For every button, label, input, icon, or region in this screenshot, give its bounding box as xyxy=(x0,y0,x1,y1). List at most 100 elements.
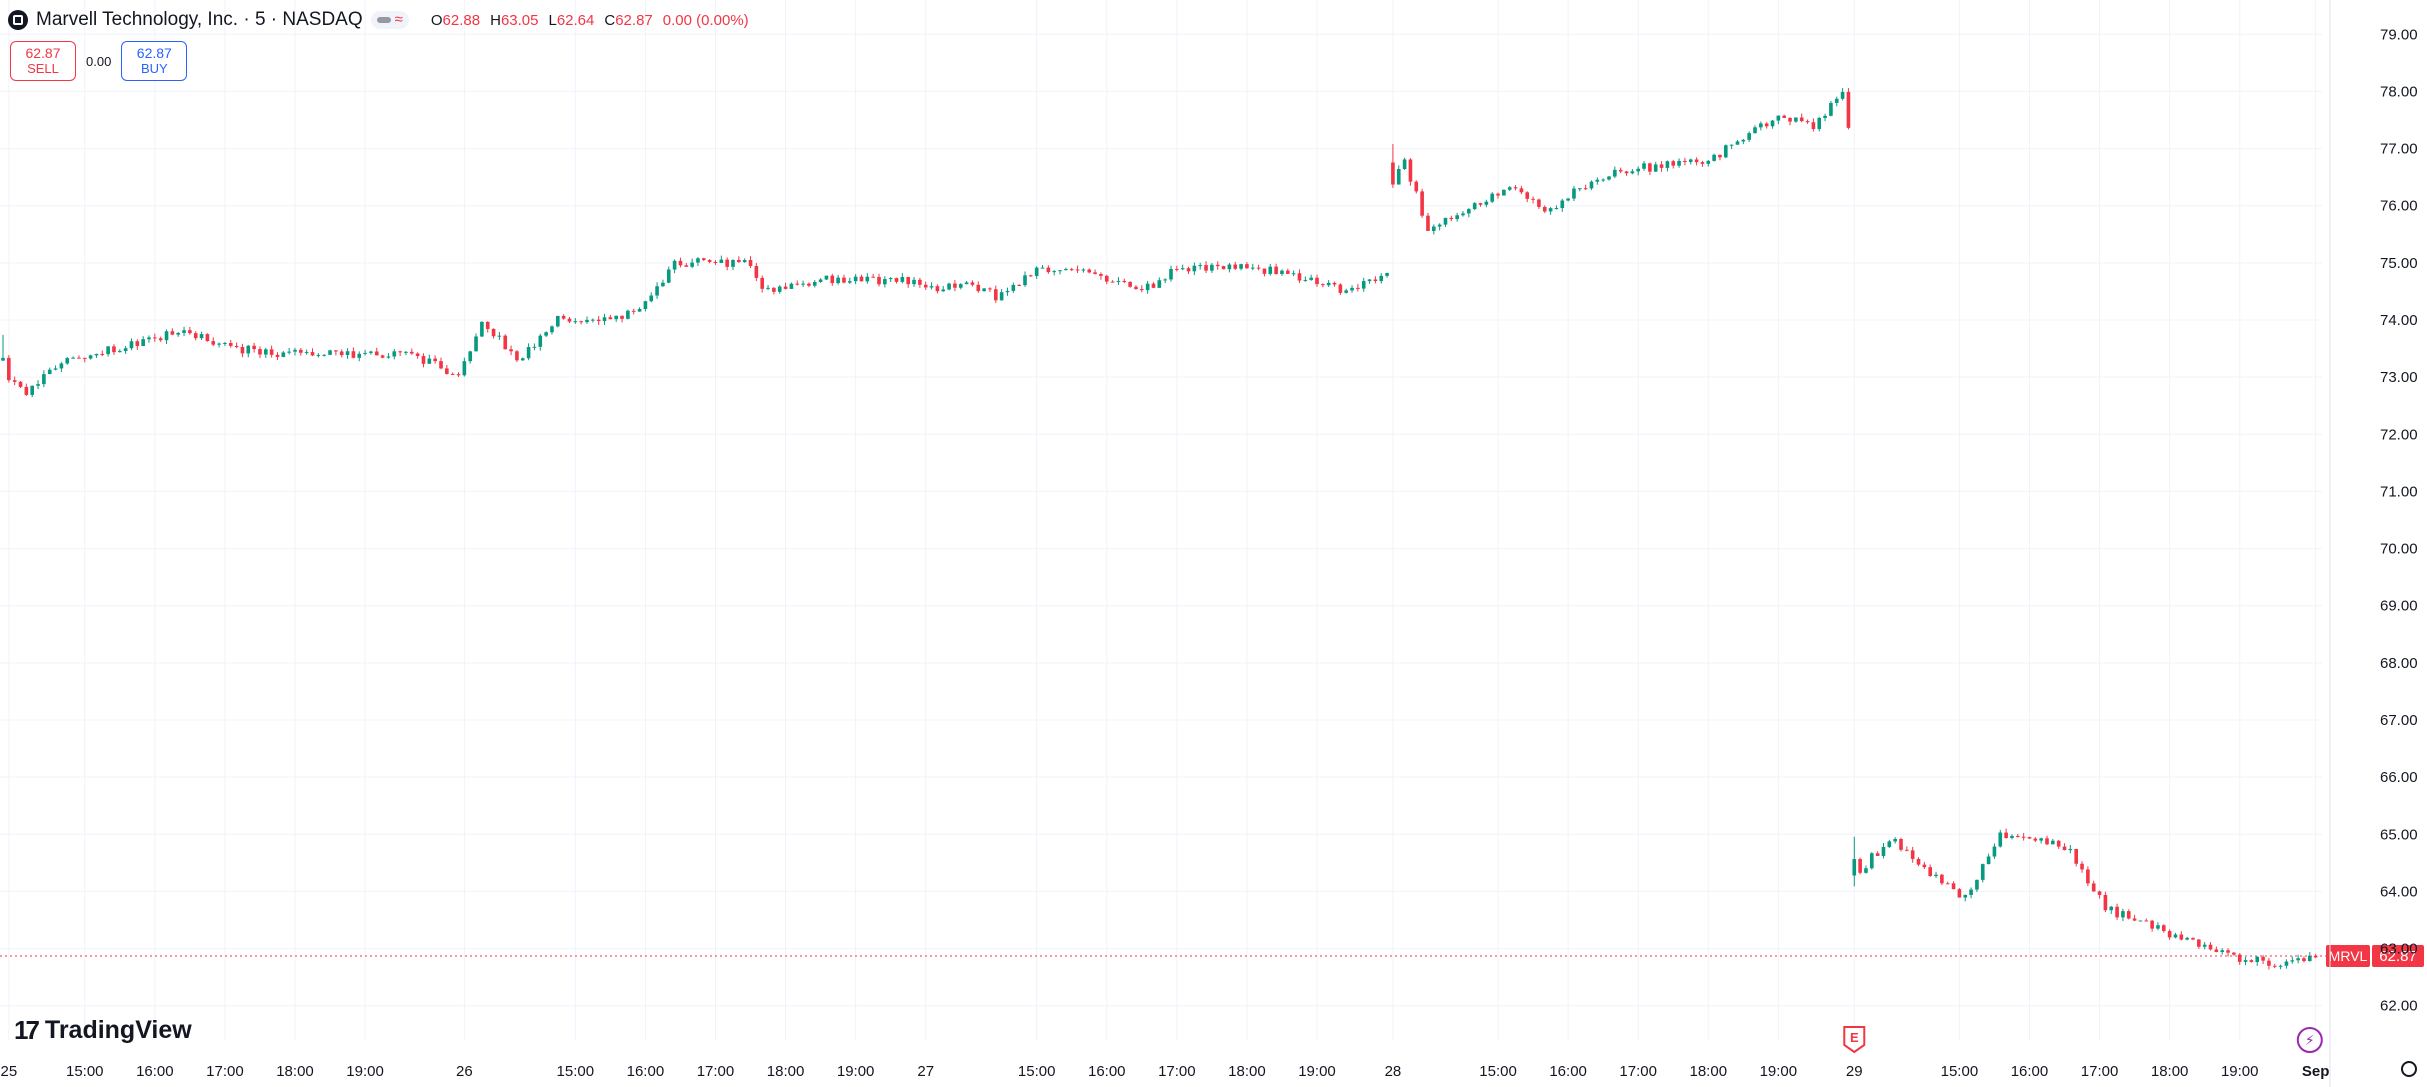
candle-body xyxy=(515,351,519,361)
close-label: C xyxy=(604,11,616,29)
candle-body xyxy=(1175,268,1179,270)
candle-body xyxy=(263,349,268,355)
candle-body xyxy=(1718,154,1722,158)
time-tick-label: 16:00 xyxy=(1549,1063,1587,1080)
candle-body xyxy=(1239,264,1243,269)
candle-body xyxy=(1957,889,1962,898)
candle-body xyxy=(129,341,134,349)
candle-body xyxy=(188,330,192,334)
candle-body xyxy=(158,338,163,341)
price-axis[interactable]: 62.00 63.00 64.00 65.00 66.00 67.00 68.00 69.00… xyxy=(2329,0,2418,1087)
candle-body xyxy=(462,361,467,376)
time-tick-label: 19:00 xyxy=(837,1063,875,1080)
candle-body xyxy=(2161,925,2166,932)
candle-body xyxy=(2010,835,2014,838)
candle-body xyxy=(649,295,654,302)
candle-body xyxy=(532,346,537,348)
candle-body xyxy=(1198,265,1203,267)
open-value: 62.88 xyxy=(442,11,481,29)
change-value: 0.00 (0.00%) xyxy=(662,11,749,29)
candle-body xyxy=(1215,264,1220,267)
candle-body xyxy=(760,277,765,289)
candle-body xyxy=(117,351,122,353)
time-tick-label: 19:00 xyxy=(1760,1063,1798,1080)
candle-body xyxy=(626,310,630,319)
candle-body xyxy=(731,259,735,267)
candle-body xyxy=(935,286,940,292)
time-tick-label: Sep xyxy=(2302,1063,2330,1080)
candle-body xyxy=(1104,275,1109,282)
candle-body xyxy=(1309,277,1313,280)
candle-body xyxy=(1980,864,1985,880)
tradingview-logo[interactable]: 17 TradingView xyxy=(14,1015,192,1046)
candle-body xyxy=(2313,955,2318,958)
candle-body xyxy=(2097,891,2102,895)
candle-body xyxy=(2167,931,2172,938)
candle-body xyxy=(176,332,181,335)
candle-body xyxy=(1449,217,1454,220)
candle-body xyxy=(252,345,256,350)
candle-body xyxy=(2179,934,2184,940)
candle-body xyxy=(1817,117,1822,130)
candle-body xyxy=(491,328,496,337)
time-tick-label: 16:00 xyxy=(1088,1063,1126,1080)
trade-panel: 62.87 SELL 0.00 62.87 BUY xyxy=(10,41,188,81)
candle-body xyxy=(2197,939,2201,947)
symbol-logo-icon xyxy=(8,10,28,30)
candle-body xyxy=(141,339,145,346)
buy-button[interactable]: 62.87 BUY xyxy=(121,41,188,81)
candle-body xyxy=(164,331,169,341)
candle-body xyxy=(1326,282,1331,286)
sell-button[interactable]: 62.87 SELL xyxy=(10,41,76,81)
candle-body xyxy=(1110,281,1115,283)
candle-body xyxy=(1986,856,1991,865)
candle-body xyxy=(1735,141,1740,145)
candle-body xyxy=(1134,286,1138,290)
candle-body xyxy=(742,260,747,263)
price-tick-label: 63.00 xyxy=(2380,941,2418,958)
candles xyxy=(1,88,2318,970)
candle-body xyxy=(614,315,619,320)
candle-body xyxy=(211,341,216,345)
candle-body xyxy=(1,357,5,361)
candle-body xyxy=(2021,836,2026,838)
candle-body xyxy=(433,358,437,362)
candle-body xyxy=(2074,848,2079,864)
candle-body xyxy=(807,283,811,286)
candle-body xyxy=(1648,163,1652,172)
candle-body xyxy=(503,335,508,350)
candle-body xyxy=(47,369,52,375)
candle-body xyxy=(1484,201,1489,205)
time-axis[interactable]: 25 15:00 16:00 17:00 18:00 19:00 26 15:00 16:00 1… xyxy=(0,1063,2329,1080)
candle-body xyxy=(1764,123,1769,127)
price-tick-label: 67.00 xyxy=(2380,712,2418,729)
price-tick-label: 64.00 xyxy=(2380,883,2418,900)
candle-body xyxy=(386,356,391,358)
candle-body xyxy=(1548,208,1553,212)
symbol-title[interactable]: Marvell Technology, Inc. · 5 · NASDAQ xyxy=(36,9,363,30)
candle-body xyxy=(847,281,852,283)
settings-gear-icon[interactable] xyxy=(2401,1061,2417,1077)
price-tick-label: 65.00 xyxy=(2380,826,2418,843)
status-pill[interactable]: ≈ xyxy=(370,11,409,29)
candle-body xyxy=(1969,889,1973,895)
time-tick-label: 15:00 xyxy=(1018,1063,1056,1080)
candle-body xyxy=(1688,159,1693,163)
candle-body xyxy=(1630,171,1635,174)
candle-body xyxy=(1315,277,1319,285)
candle-body xyxy=(1992,846,1997,857)
candle-body xyxy=(2290,960,2295,962)
candle-body xyxy=(328,350,332,355)
candle-body xyxy=(1864,868,1868,873)
candle-body xyxy=(1799,117,1804,122)
candle-body xyxy=(596,319,601,322)
candle-body xyxy=(1875,853,1880,856)
candle-body xyxy=(2237,954,2242,962)
candle-body xyxy=(1513,187,1518,189)
candle-body xyxy=(2132,918,2137,921)
candle-body xyxy=(1210,264,1214,271)
candle-body xyxy=(2115,906,2119,918)
candle-body xyxy=(696,258,700,263)
candle-body xyxy=(7,357,11,381)
